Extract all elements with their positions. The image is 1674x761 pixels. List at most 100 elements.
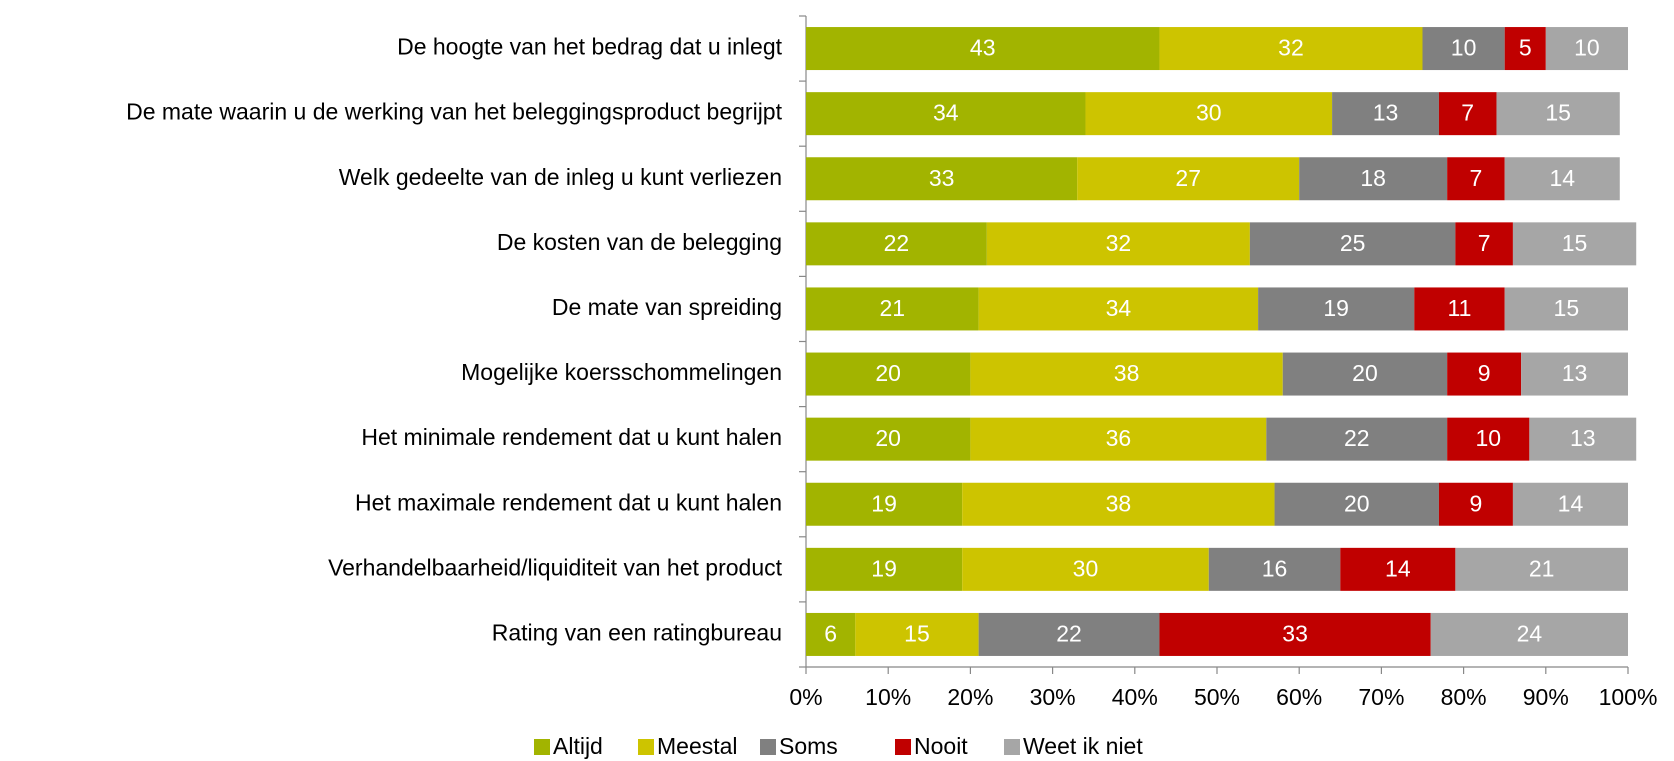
bar-segment [1266, 417, 1448, 461]
legend-label: Meestal [657, 733, 738, 759]
bar-segment [1504, 287, 1628, 331]
bar-segment [1529, 417, 1637, 461]
data-label: 19 [871, 555, 897, 581]
legend-swatch [895, 739, 911, 755]
bar-segment [1455, 222, 1513, 266]
x-tick-label: 90% [1523, 684, 1569, 710]
bar-segment [1159, 612, 1431, 656]
bar-segment [806, 482, 963, 526]
bar-segment [1422, 27, 1505, 71]
data-label: 15 [1554, 295, 1580, 321]
data-label: 16 [1262, 555, 1288, 581]
bar-segment [806, 352, 971, 396]
bar-segment [806, 612, 856, 656]
bar-segment [1447, 157, 1505, 201]
x-tick-label: 0% [789, 684, 822, 710]
data-label: 20 [875, 360, 901, 386]
data-label: 27 [1175, 165, 1201, 191]
data-label: 34 [1106, 295, 1132, 321]
data-label: 24 [1517, 621, 1543, 647]
category-label: De mate waarin u de werking van het bele… [126, 99, 783, 125]
bar-segment [1496, 92, 1620, 136]
bar-segment [1521, 352, 1628, 396]
data-label: 11 [1448, 295, 1472, 321]
bar-segment [1455, 547, 1628, 591]
legend-label: Nooit [914, 733, 968, 759]
bar-segment [1208, 547, 1341, 591]
bar-segment [1438, 92, 1497, 136]
data-label: 22 [1344, 425, 1370, 451]
bar-segment [978, 612, 1160, 656]
data-label: 20 [875, 425, 901, 451]
data-label: 7 [1478, 230, 1491, 256]
legend-swatch [1004, 739, 1020, 755]
category-label: De hoogte van het bedrag dat u inlegt [397, 34, 783, 60]
x-tick-label: 50% [1194, 684, 1240, 710]
category-label: Het minimale rendement dat u kunt halen [361, 424, 782, 450]
data-label: 34 [933, 100, 959, 126]
data-label: 21 [880, 295, 906, 321]
legend-swatch [760, 739, 776, 755]
data-label: 21 [1529, 555, 1555, 581]
bar-segment [1085, 92, 1333, 136]
data-label: 19 [1323, 295, 1349, 321]
bar-segment [970, 417, 1267, 461]
data-label: 9 [1470, 490, 1483, 516]
x-tick-label: 60% [1276, 684, 1322, 710]
data-label: 32 [1278, 35, 1304, 61]
data-label: 14 [1385, 555, 1411, 581]
bar-segment [806, 417, 971, 461]
data-label: 19 [871, 490, 897, 516]
bar-segment [1545, 27, 1628, 71]
data-label: 14 [1558, 490, 1584, 516]
data-label: 14 [1549, 165, 1575, 191]
data-label: 7 [1461, 100, 1474, 126]
bar-segment [1258, 287, 1415, 331]
data-label: 38 [1106, 490, 1132, 516]
bar-segment [806, 547, 963, 591]
bar-segment [986, 222, 1250, 266]
bar-segment [970, 352, 1283, 396]
data-label: 25 [1340, 230, 1366, 256]
bar-segment [1447, 352, 1522, 396]
bar-segment [806, 222, 987, 266]
x-tick-label: 10% [865, 684, 911, 710]
x-tick-label: 100% [1599, 684, 1658, 710]
data-label: 30 [1196, 100, 1222, 126]
data-label: 32 [1106, 230, 1132, 256]
bar-segment [962, 547, 1209, 591]
data-label: 15 [1545, 100, 1571, 126]
bar-segment [1512, 482, 1628, 526]
bar-segment [1249, 222, 1456, 266]
bar-segment [1504, 157, 1620, 201]
data-label: 30 [1073, 555, 1099, 581]
category-label: Rating van een ratingbureau [492, 620, 782, 646]
x-tick-label: 40% [1112, 684, 1158, 710]
data-label: 5 [1519, 35, 1532, 61]
bar-segment [1430, 612, 1628, 656]
bar-segment [806, 27, 1160, 71]
x-tick-label: 80% [1441, 684, 1487, 710]
bar-segment [1512, 222, 1637, 266]
x-tick-label: 30% [1030, 684, 1076, 710]
bar-segment [1274, 482, 1439, 526]
data-label: 18 [1360, 165, 1386, 191]
x-tick-label: 70% [1358, 684, 1404, 710]
legend-label: Weet ik niet [1023, 733, 1143, 759]
bar-segment [978, 287, 1259, 331]
data-label: 33 [929, 165, 955, 191]
data-label: 22 [1056, 621, 1082, 647]
bar-segment [1299, 157, 1448, 201]
data-label: 6 [824, 621, 837, 647]
bar-segment [1504, 27, 1546, 71]
bar-segment [806, 157, 1078, 201]
data-label: 10 [1475, 425, 1501, 451]
bar-segment [806, 287, 979, 331]
category-label: Verhandelbaarheid/liquiditeit van het pr… [328, 554, 783, 580]
data-label: 10 [1451, 35, 1477, 61]
bar-segment [1438, 482, 1513, 526]
data-label: 38 [1114, 360, 1140, 386]
data-label: 9 [1478, 360, 1491, 386]
bar-segment [1159, 27, 1423, 71]
